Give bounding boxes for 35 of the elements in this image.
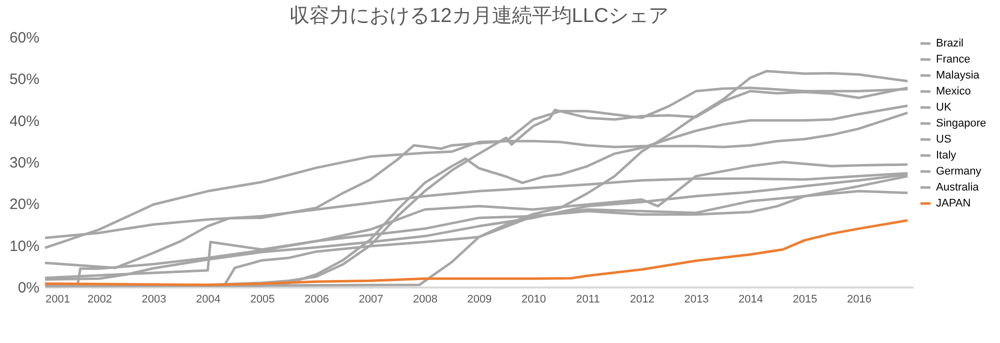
legend-label: Germany [936, 166, 982, 178]
y-tick-label: 30% [9, 154, 40, 172]
x-tick-label: 2010 [522, 294, 546, 306]
x-tick-label: 2003 [142, 294, 166, 306]
legend-label: Singapore [936, 118, 986, 130]
x-tick-label: 2002 [88, 294, 112, 306]
y-tick-label: 0% [18, 280, 40, 296]
legend-label: Australia [936, 182, 980, 194]
legend-label: Brazil [936, 38, 964, 50]
x-tick-label: 2013 [684, 294, 709, 306]
legend-label: Mexico [936, 86, 971, 98]
legend-label: Italy [936, 150, 957, 162]
chart-title: 収容力における12カ月連続平均LLCシェア [290, 5, 668, 27]
y-tick-label: 50% [9, 71, 40, 88]
legend-label: JAPAN [936, 198, 971, 210]
y-tick-label: 10% [9, 238, 40, 255]
x-tick-label: 2005 [250, 294, 275, 306]
x-tick-label: 2004 [196, 294, 220, 306]
y-tick-label: 20% [9, 196, 40, 214]
x-tick-label: 2001 [46, 294, 70, 306]
x-tick-label: 2012 [630, 294, 654, 306]
legend-label: France [936, 54, 970, 66]
legend-label: Malaysia [936, 70, 980, 82]
x-tick-label: 2016 [847, 294, 872, 306]
y-tick-label: 40% [9, 112, 40, 130]
x-tick-label: 2007 [358, 294, 384, 306]
x-tick-label: 2008 [413, 294, 438, 306]
x-tick-label: 2014 [738, 294, 763, 306]
x-tick-label: 2009 [467, 294, 492, 306]
legend-label: UK [936, 102, 952, 114]
y-tick-label: 60% [9, 30, 40, 46]
x-tick-label: 2006 [304, 294, 329, 306]
legend-label: US [936, 134, 952, 146]
x-tick-label: 2011 [576, 294, 600, 306]
x-tick-label: 2015 [792, 294, 818, 306]
